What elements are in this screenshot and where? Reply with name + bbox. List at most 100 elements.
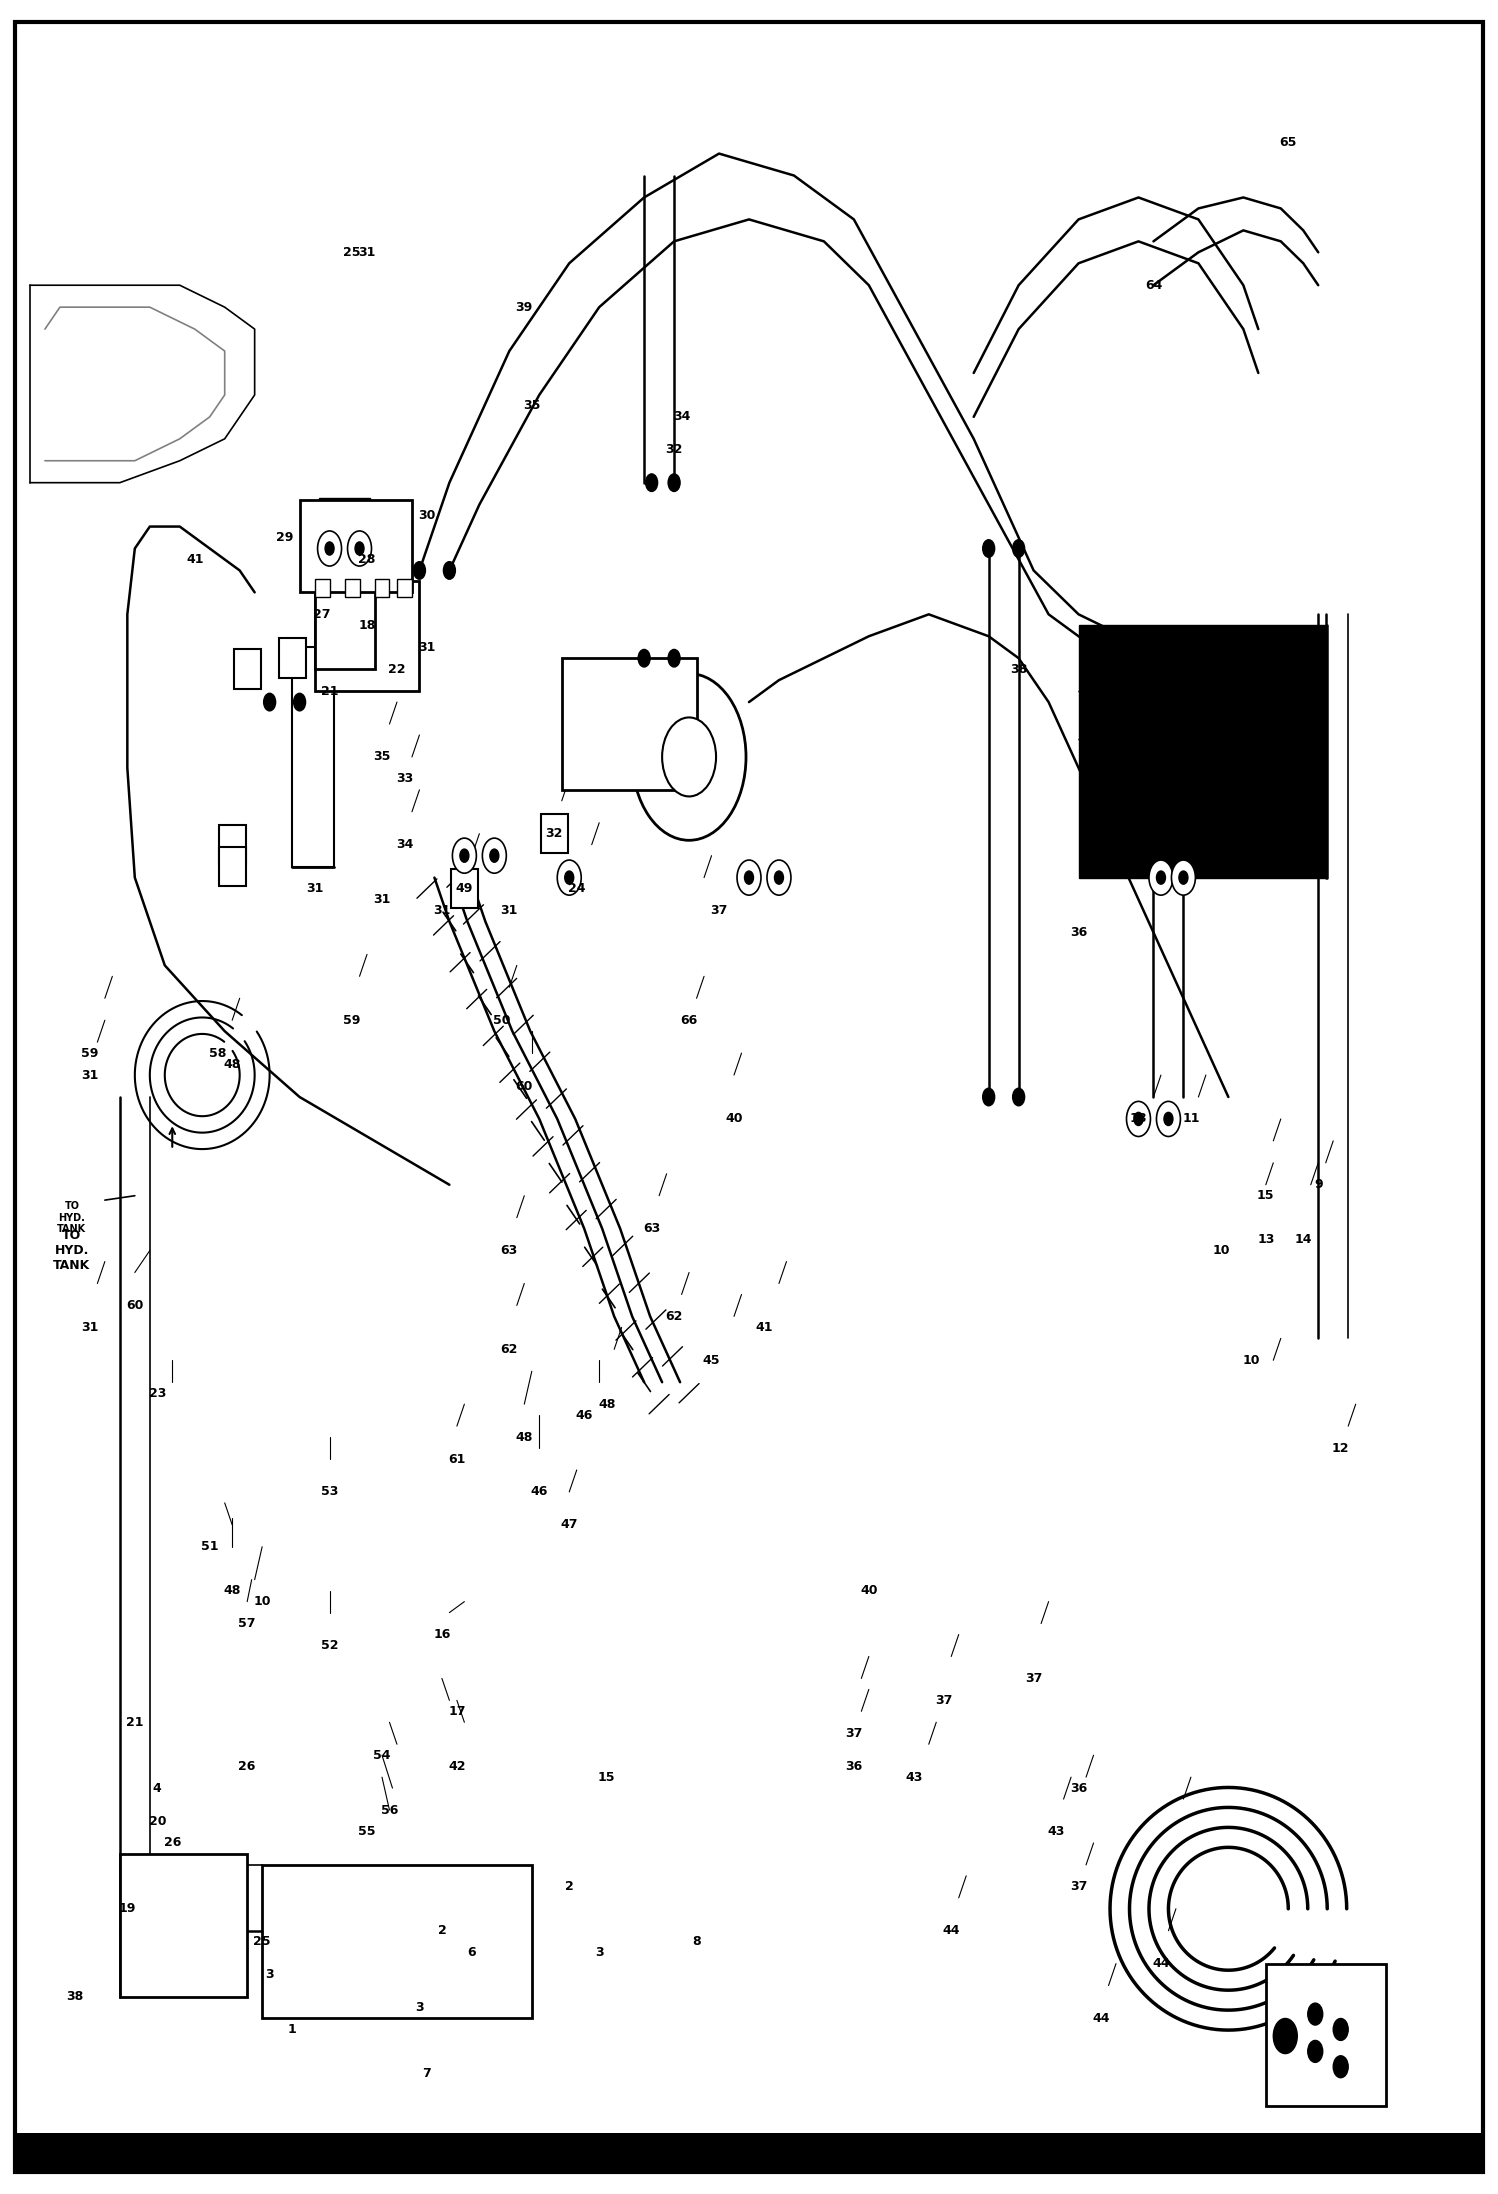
Circle shape bbox=[1333, 2018, 1348, 2040]
Text: 46: 46 bbox=[530, 1485, 548, 1499]
Bar bbox=[315, 527, 374, 669]
Circle shape bbox=[325, 542, 334, 555]
Text: 31: 31 bbox=[358, 246, 376, 259]
Bar bbox=[451, 869, 478, 908]
Text: 3: 3 bbox=[265, 1968, 274, 1981]
Text: 46: 46 bbox=[575, 1409, 593, 1422]
Text: TO
HYD.
TANK: TO HYD. TANK bbox=[57, 1200, 87, 1235]
Text: 54: 54 bbox=[373, 1749, 391, 1762]
Text: 40: 40 bbox=[725, 1112, 743, 1126]
Text: 49: 49 bbox=[455, 882, 473, 895]
Text: 37: 37 bbox=[1025, 1672, 1043, 1685]
Text: 13: 13 bbox=[1257, 1233, 1275, 1246]
Text: 50: 50 bbox=[493, 1014, 511, 1027]
Text: 64: 64 bbox=[1144, 279, 1162, 292]
Circle shape bbox=[1126, 1101, 1150, 1136]
Bar bbox=[15, 2133, 1483, 2172]
Circle shape bbox=[1308, 2003, 1323, 2025]
Text: 62: 62 bbox=[500, 1343, 518, 1356]
Text: 9: 9 bbox=[1314, 1178, 1323, 1191]
Circle shape bbox=[294, 693, 306, 711]
Text: 31: 31 bbox=[373, 893, 391, 906]
Text: 20: 20 bbox=[148, 1814, 166, 1828]
Bar bbox=[374, 579, 389, 597]
Text: 56: 56 bbox=[380, 1803, 398, 1817]
Text: 58: 58 bbox=[208, 1047, 226, 1060]
Bar bbox=[315, 581, 419, 691]
Text: 41: 41 bbox=[186, 553, 204, 566]
Text: 40: 40 bbox=[860, 1584, 878, 1597]
Text: 63: 63 bbox=[500, 1244, 518, 1257]
Text: 37: 37 bbox=[1070, 1880, 1088, 1893]
Circle shape bbox=[745, 871, 753, 884]
Text: 4: 4 bbox=[153, 1782, 162, 1795]
Bar bbox=[315, 579, 330, 597]
Circle shape bbox=[774, 871, 783, 884]
Text: 43: 43 bbox=[905, 1771, 923, 1784]
Text: 44: 44 bbox=[1092, 2012, 1110, 2025]
Text: 7: 7 bbox=[422, 2067, 431, 2080]
Circle shape bbox=[565, 871, 574, 884]
Text: 47: 47 bbox=[560, 1518, 578, 1531]
Text: 6: 6 bbox=[467, 1946, 476, 1959]
Circle shape bbox=[1013, 1088, 1025, 1106]
Text: 39: 39 bbox=[515, 301, 533, 314]
Text: 15: 15 bbox=[1257, 1189, 1275, 1202]
Text: 59: 59 bbox=[81, 1047, 99, 1060]
Bar bbox=[234, 649, 261, 689]
Text: 31: 31 bbox=[418, 641, 436, 654]
Text: 10: 10 bbox=[1242, 1354, 1260, 1367]
Circle shape bbox=[632, 674, 746, 840]
Text: 51: 51 bbox=[201, 1540, 219, 1553]
Circle shape bbox=[557, 860, 581, 895]
Circle shape bbox=[646, 474, 658, 491]
Circle shape bbox=[1156, 1101, 1180, 1136]
Text: 35: 35 bbox=[373, 750, 391, 764]
Circle shape bbox=[490, 849, 499, 862]
Bar bbox=[120, 1854, 247, 1997]
Text: 31: 31 bbox=[81, 1321, 99, 1334]
Text: 60: 60 bbox=[126, 1299, 144, 1312]
Text: 2: 2 bbox=[565, 1880, 574, 1893]
Circle shape bbox=[264, 693, 276, 711]
Text: TO
HYD.
TANK: TO HYD. TANK bbox=[54, 1229, 90, 1273]
Text: 38: 38 bbox=[1010, 663, 1028, 676]
Circle shape bbox=[318, 531, 342, 566]
Bar bbox=[219, 847, 246, 886]
Circle shape bbox=[1149, 860, 1173, 895]
Bar bbox=[397, 579, 412, 597]
Text: 23: 23 bbox=[148, 1387, 166, 1400]
Text: 36: 36 bbox=[1070, 926, 1088, 939]
Text: 33: 33 bbox=[395, 772, 413, 785]
Circle shape bbox=[1171, 860, 1195, 895]
Bar bbox=[262, 1865, 532, 2018]
Circle shape bbox=[1179, 871, 1188, 884]
Circle shape bbox=[413, 562, 425, 579]
Text: 48: 48 bbox=[223, 1584, 241, 1597]
Circle shape bbox=[668, 649, 680, 667]
Text: 37: 37 bbox=[845, 1727, 863, 1740]
Bar bbox=[279, 638, 306, 678]
Text: 61: 61 bbox=[448, 1452, 466, 1466]
Circle shape bbox=[983, 540, 995, 557]
Circle shape bbox=[1156, 871, 1165, 884]
Text: 42: 42 bbox=[448, 1760, 466, 1773]
Circle shape bbox=[452, 838, 476, 873]
Text: 38: 38 bbox=[66, 1990, 84, 2003]
Circle shape bbox=[668, 474, 680, 491]
Circle shape bbox=[767, 860, 791, 895]
Text: 25: 25 bbox=[253, 1935, 271, 1948]
Text: 41: 41 bbox=[755, 1321, 773, 1334]
Text: 28: 28 bbox=[358, 553, 376, 566]
Circle shape bbox=[662, 717, 716, 796]
Text: 25: 25 bbox=[343, 246, 361, 259]
Circle shape bbox=[355, 542, 364, 555]
Text: 16: 16 bbox=[433, 1628, 451, 1641]
Text: 3: 3 bbox=[595, 1946, 604, 1959]
Text: 43: 43 bbox=[1047, 1825, 1065, 1839]
Text: 62: 62 bbox=[665, 1310, 683, 1323]
Text: D-2230: D-2230 bbox=[1405, 2139, 1461, 2155]
Bar bbox=[562, 658, 697, 790]
Text: 26: 26 bbox=[238, 1760, 256, 1773]
Text: 10: 10 bbox=[1212, 1244, 1230, 1257]
